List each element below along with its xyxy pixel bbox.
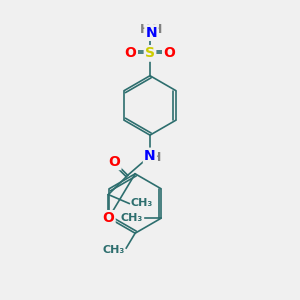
- Text: CH₃: CH₃: [131, 199, 153, 208]
- Text: S: S: [145, 46, 155, 60]
- Text: CH₃: CH₃: [103, 244, 125, 255]
- Text: H: H: [152, 151, 162, 164]
- Text: O: O: [108, 155, 120, 169]
- Text: O: O: [103, 212, 114, 225]
- Text: CH₃: CH₃: [121, 213, 143, 224]
- Text: N: N: [144, 149, 156, 163]
- Text: O: O: [164, 46, 175, 60]
- Text: O: O: [125, 46, 136, 60]
- Text: N: N: [146, 26, 157, 40]
- Text: H: H: [152, 23, 163, 36]
- Text: H: H: [140, 23, 151, 36]
